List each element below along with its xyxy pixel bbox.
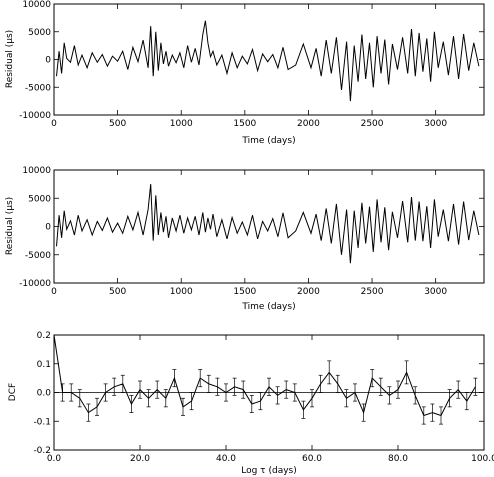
error-bar bbox=[370, 369, 375, 388]
error-bar bbox=[146, 389, 151, 408]
x-tick-label: 2500 bbox=[361, 119, 384, 129]
x-tick-label: 2000 bbox=[297, 287, 320, 297]
error-bar bbox=[172, 369, 177, 388]
residual-plot-top: 0 500 1000 1500 2000 2500 3000 -10000 -5000 0 5000… bbox=[5, 0, 485, 146]
error-bar bbox=[189, 392, 194, 411]
y-tick-label: -10000 bbox=[19, 111, 51, 121]
y-tick-label: 10000 bbox=[22, 0, 51, 10]
y-tick-label: -5000 bbox=[25, 251, 51, 261]
error-bar bbox=[456, 380, 461, 399]
y-axis-label: Residual (μs) bbox=[5, 197, 15, 255]
x-tick-label: 2500 bbox=[361, 287, 384, 297]
y-tick-label: 0 bbox=[45, 223, 51, 233]
dcf-plot: 0.0 20.0 40.0 60.0 80.0 100.0 -0.2 -0.1 0.0 0.1 0.… bbox=[8, 331, 494, 476]
error-bar bbox=[120, 374, 125, 393]
error-bar bbox=[396, 380, 400, 399]
x-tick-label: 0 bbox=[51, 119, 57, 129]
y-axis-label: Residual (μs) bbox=[5, 30, 15, 88]
x-tick-label: 1000 bbox=[170, 119, 193, 129]
error-bar bbox=[215, 377, 220, 396]
error-bar bbox=[155, 380, 160, 399]
series-line bbox=[56, 184, 480, 264]
residual-plot-middle: 0 500 1000 1500 2000 2500 3000 -10000 -5000 0 5000… bbox=[5, 166, 485, 312]
x-axis-label: Log τ (days) bbox=[241, 466, 296, 476]
x-tick-label: 2000 bbox=[297, 119, 320, 129]
error-bar bbox=[404, 360, 409, 385]
x-tick-label: 20.0 bbox=[130, 454, 150, 464]
error-bar bbox=[430, 403, 435, 422]
y-tick-label: 5000 bbox=[28, 194, 51, 204]
y-tick-label: 0.1 bbox=[37, 360, 51, 370]
error-bar bbox=[473, 377, 478, 396]
y-tick-label: 5000 bbox=[28, 28, 51, 38]
y-tick-label: -0.2 bbox=[33, 446, 51, 456]
error-bar bbox=[258, 392, 263, 411]
x-tick-label: 1500 bbox=[233, 119, 256, 129]
x-tick-label: 3000 bbox=[424, 119, 447, 129]
error-bar bbox=[378, 377, 383, 396]
error-bar bbox=[310, 389, 314, 408]
error-bar bbox=[447, 389, 452, 408]
error-bar bbox=[284, 380, 289, 399]
error-bar bbox=[249, 395, 254, 413]
error-bar bbox=[267, 377, 271, 396]
error-bar bbox=[163, 389, 168, 408]
error-bar bbox=[318, 374, 323, 393]
series-line bbox=[56, 20, 480, 102]
x-tick-label: 1500 bbox=[233, 287, 256, 297]
x-tick-label: 3000 bbox=[424, 287, 447, 297]
y-tick-label: 0 bbox=[45, 56, 51, 66]
y-tick-label: -5000 bbox=[25, 83, 51, 93]
y-tick-label: -0.1 bbox=[33, 417, 51, 427]
error-bar bbox=[138, 380, 142, 399]
x-tick-label: 0 bbox=[51, 287, 57, 297]
error-bar bbox=[344, 389, 349, 408]
error-bar bbox=[439, 406, 443, 425]
x-tick-label: 80.0 bbox=[388, 454, 408, 464]
y-axis-label: DCF bbox=[8, 383, 18, 401]
error-bar bbox=[77, 389, 82, 408]
plot-frame bbox=[53, 169, 485, 284]
x-tick-label: 500 bbox=[109, 119, 126, 129]
error-bar bbox=[206, 374, 211, 393]
error-bar bbox=[464, 392, 469, 411]
error-bar bbox=[387, 386, 392, 405]
y-tick-label: 0.2 bbox=[37, 331, 51, 341]
series-line bbox=[53, 334, 476, 417]
error-bar bbox=[224, 383, 228, 402]
error-bar bbox=[69, 383, 74, 402]
error-bar bbox=[129, 395, 134, 413]
x-tick-label: 40.0 bbox=[216, 454, 236, 464]
x-tick-label: 0.0 bbox=[47, 454, 62, 464]
error-bar bbox=[292, 383, 297, 402]
x-tick-label: 60.0 bbox=[302, 454, 322, 464]
x-tick-label: 100.0 bbox=[471, 454, 494, 464]
x-tick-label: 1000 bbox=[170, 287, 193, 297]
error-bar bbox=[413, 386, 418, 405]
error-bar bbox=[103, 383, 108, 402]
error-bar bbox=[335, 374, 340, 393]
error-bar bbox=[361, 403, 366, 422]
x-tick-label: 500 bbox=[109, 287, 126, 297]
y-tick-label: -10000 bbox=[19, 279, 51, 289]
y-tick-label: 10000 bbox=[22, 166, 51, 176]
x-axis-label: Time (days) bbox=[241, 136, 295, 146]
y-tick-label: 0.0 bbox=[37, 389, 52, 399]
error-bar bbox=[275, 386, 280, 405]
error-bar bbox=[86, 403, 91, 422]
error-bar bbox=[301, 400, 306, 419]
error-bar bbox=[181, 397, 185, 416]
error-bar bbox=[95, 397, 99, 416]
error-bar bbox=[60, 383, 65, 402]
x-axis-label: Time (days) bbox=[241, 302, 295, 312]
error-bar bbox=[232, 377, 237, 396]
error-bar bbox=[198, 369, 203, 388]
error-bar bbox=[112, 377, 117, 396]
error-bar bbox=[327, 360, 332, 385]
error-bar bbox=[353, 383, 357, 402]
error-bar bbox=[241, 380, 246, 399]
error-bar bbox=[421, 406, 426, 425]
